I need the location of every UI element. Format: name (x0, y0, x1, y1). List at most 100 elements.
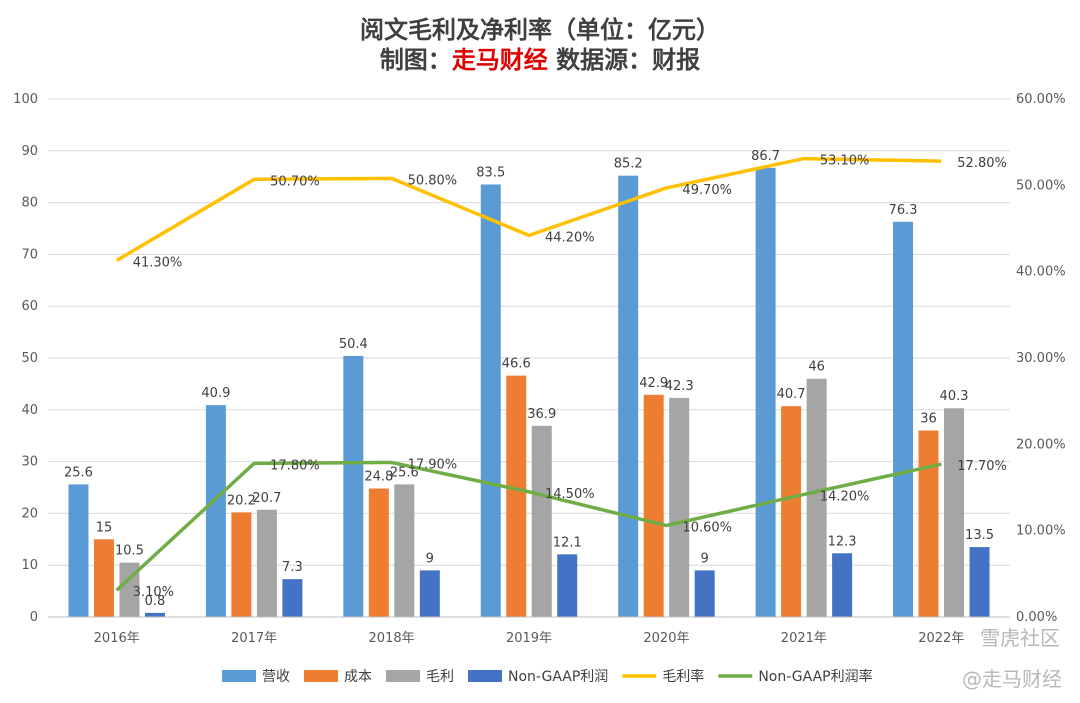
bar-成本 (643, 394, 664, 617)
bar-data-label: 86.7 (751, 149, 780, 164)
legend-label: 营收 (262, 669, 290, 685)
bar-data-label: 85.2 (614, 157, 643, 172)
line-data-label: 17.70% (957, 459, 1007, 474)
bar-data-label: 83.5 (476, 165, 505, 180)
bar-data-label: 25.6 (64, 465, 93, 480)
x-tick-label: 2018年 (369, 631, 415, 646)
bar-成本 (918, 430, 939, 617)
y-right-tick-label: 0.00% (1016, 610, 1057, 625)
legend-swatch (304, 670, 338, 682)
bar-data-label: 0.8 (145, 594, 166, 609)
bar-成本 (506, 375, 527, 617)
line-data-label: 10.60% (682, 520, 732, 535)
bar-data-label: 20.2 (227, 493, 256, 508)
watermark-bottom: @走马财经 (962, 667, 1062, 691)
legend-label: 毛利 (426, 669, 454, 685)
line-data-label: 50.80% (408, 173, 458, 188)
legend-swatch (222, 670, 256, 682)
bar-data-label: 36.9 (527, 407, 556, 422)
bar-data-label: 10.5 (115, 544, 144, 559)
y-left-tick-label: 40 (21, 403, 38, 418)
y-right-tick-label: 20.00% (1016, 437, 1066, 452)
bar-series: 25.6 40.9 50.4 83.5 85.2 86.7 76.3 15 20.2 24.8 46… (64, 149, 994, 618)
legend: 营收 成本 毛利 Non-GAAP利润 毛利率 Non-GAAP利润率 (222, 668, 873, 685)
line-毛利率 (115, 156, 942, 262)
bar-毛利 (256, 509, 277, 617)
line-data-label: 3.10% (133, 585, 174, 600)
legend-label: 成本 (344, 669, 372, 685)
bar-营收 (343, 355, 364, 617)
y-axis-right: 0.00% 10.00% 20.00% 30.00% 40.00% 50.00% 60.00… (1016, 92, 1066, 625)
line-data-label: 53.10% (820, 154, 870, 169)
y-left-tick-label: 10 (21, 558, 38, 573)
x-tick-label: 2019年 (506, 631, 552, 646)
bar-Non-GAAP利润 (282, 579, 303, 617)
y-left-tick-label: 100 (13, 92, 38, 107)
bar-Non-GAAP利润 (694, 570, 715, 617)
bar-data-label: 46.6 (502, 357, 531, 372)
bar-data-label: 12.1 (553, 535, 582, 550)
line-data-label: 52.80% (957, 156, 1007, 171)
bar-data-label: 50.4 (339, 337, 368, 352)
bar-data-label: 20.7 (252, 491, 281, 506)
legend-swatch (386, 670, 420, 682)
line-data-label: 41.30% (133, 255, 183, 270)
legend-label: 毛利率 (662, 668, 704, 685)
bar-Non-GAAP利润 (832, 553, 853, 617)
line-data-label: 49.70% (682, 183, 732, 198)
bar-营收 (755, 167, 776, 618)
y-left-tick-label: 50 (21, 351, 38, 366)
y-right-tick-label: 60.00% (1016, 92, 1066, 107)
line-series: 41.30% 50.70% 50.80% 44.20% 49.70% 53.10% 52.8… (115, 154, 1007, 600)
line-data-label: 44.20% (545, 230, 595, 245)
bar-data-label: 36 (920, 412, 937, 427)
x-axis: 2016年 2017年 2018年 2019年 2020年 2021年 2022年 (48, 616, 1010, 646)
bar-营收 (618, 175, 639, 617)
line-data-label: 14.20% (820, 489, 870, 504)
bar-毛利 (806, 378, 827, 617)
bar-data-label: 15 (96, 520, 113, 535)
legend-label: Non-GAAP利润 (508, 669, 608, 685)
bar-data-label: 24.8 (364, 470, 393, 485)
x-tick-label: 2016年 (94, 631, 140, 646)
bar-营收 (893, 221, 914, 618)
bar-Non-GAAP利润 (144, 612, 165, 617)
bar-data-label: 12.3 (828, 534, 857, 549)
bar-毛利 (944, 408, 965, 617)
line-data-label: 17.80% (270, 458, 320, 473)
bar-成本 (231, 512, 252, 617)
line-data-label: 17.90% (408, 457, 458, 472)
bar-data-label: 13.5 (965, 528, 994, 543)
x-tick-label: 2020年 (643, 631, 689, 646)
y-right-tick-label: 30.00% (1016, 351, 1066, 366)
y-left-tick-label: 30 (21, 455, 38, 470)
y-left-tick-label: 90 (21, 144, 38, 159)
bar-data-label: 7.3 (282, 560, 303, 575)
line-data-label: 14.50% (545, 487, 595, 502)
bar-营收 (205, 405, 226, 617)
bar-营收 (68, 484, 89, 617)
bar-data-label: 40.7 (777, 387, 806, 402)
bar-data-label: 76.3 (889, 203, 918, 218)
chart-title: 阅文毛利及净利率（单位：亿元） (360, 16, 720, 44)
bar-成本 (368, 488, 389, 617)
legend-swatch (468, 670, 502, 682)
bar-Non-GAAP利润 (557, 554, 578, 617)
chart-subtitle: 制图：走马财经 数据源：财报 (380, 46, 700, 74)
y-left-tick-label: 0 (30, 610, 38, 625)
x-tick-label: 2021年 (781, 631, 827, 646)
line-Non-GAAP利润率 (115, 460, 942, 592)
y-right-tick-label: 10.00% (1016, 524, 1066, 539)
bar-data-label: 9 (701, 551, 709, 566)
subtitle-prefix: 制图： (380, 46, 452, 74)
y-axis-left: 0 10 20 30 40 50 60 70 80 90 100 (13, 92, 38, 625)
bar-成本 (93, 539, 114, 617)
bar-Non-GAAP利润 (969, 547, 990, 617)
y-right-tick-label: 40.00% (1016, 265, 1066, 280)
x-tick-label: 2017年 (231, 631, 277, 646)
bar-data-label: 42.9 (639, 376, 668, 391)
bar-data-label: 42.3 (665, 379, 694, 394)
y-left-tick-label: 20 (21, 506, 38, 521)
legend-label: Non-GAAP利润率 (758, 668, 872, 685)
